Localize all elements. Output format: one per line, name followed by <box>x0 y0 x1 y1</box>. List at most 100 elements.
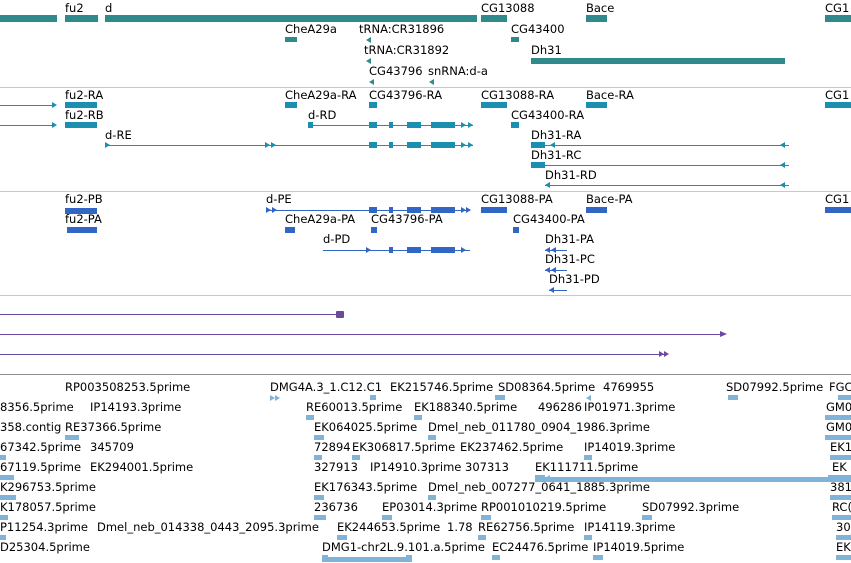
est-bar[interactable] <box>337 535 347 540</box>
est-label[interactable]: D25304.5prime <box>0 540 90 554</box>
est-bar[interactable] <box>306 415 314 420</box>
est-bar[interactable] <box>0 535 6 540</box>
est-bar[interactable] <box>830 455 851 460</box>
est-bar[interactable] <box>481 515 491 520</box>
protein-chea29a-pa[interactable] <box>285 227 295 233</box>
est-arrow[interactable] <box>270 395 275 401</box>
est-label[interactable]: EK244653.5prime <box>337 520 441 534</box>
est-bar[interactable] <box>832 515 851 520</box>
est-bar[interactable] <box>314 495 324 500</box>
transcript-label-dh31-rc[interactable]: Dh31-RC <box>531 148 582 162</box>
est-label[interactable]: SD07992.3prime <box>642 500 740 514</box>
est-label[interactable]: EK064025.5prime <box>314 420 418 434</box>
est-bar[interactable] <box>825 415 851 420</box>
est-bar[interactable] <box>593 555 603 560</box>
gene-label-trna-cr31892[interactable]: tRNA:CR31892 <box>364 43 450 57</box>
est-label[interactable]: SD08364.5prime <box>498 380 596 394</box>
est-bar[interactable] <box>836 535 851 540</box>
alignment-line[interactable] <box>0 354 667 355</box>
est-label[interactable]: Dmel_neb_011780_0904_1986.3prime <box>428 420 650 434</box>
transcript-chea29a-ra[interactable] <box>285 102 297 108</box>
est-label[interactable]: RP003508253.5prime <box>65 380 191 394</box>
protein-label-d-pe[interactable]: d-PE <box>266 192 292 206</box>
protein-label-cg1[interactable]: CG1 <box>825 192 850 206</box>
gene-bar[interactable] <box>0 15 57 22</box>
protein-label-cg13088-pa[interactable]: CG13088-PA <box>481 192 553 206</box>
gene-bar-chea29a[interactable] <box>285 37 297 42</box>
gene-bar-cg1[interactable] <box>825 15 851 22</box>
est-bar[interactable] <box>495 395 505 400</box>
est-label[interactable]: EK176343.5prime <box>314 480 418 494</box>
est-label[interactable]: 1.78 <box>447 520 473 534</box>
transcript-cg1[interactable] <box>825 102 851 108</box>
gene-label-trna-cr31896[interactable]: tRNA:CR31896 <box>359 22 445 36</box>
protein-cg43796-pa[interactable] <box>371 227 377 233</box>
gene-bar-fu2[interactable] <box>65 15 98 22</box>
transcript-label-cg43400-ra[interactable]: CG43400-RA <box>511 108 585 122</box>
est-bar[interactable] <box>428 495 436 500</box>
est-line[interactable] <box>535 477 851 482</box>
protein-cg43400-pa[interactable] <box>513 227 519 233</box>
est-label[interactable]: 8356.5prime <box>0 400 74 414</box>
alignment-line[interactable] <box>0 334 724 335</box>
est-label[interactable]: 327913 <box>314 460 358 474</box>
gene-label-chea29a[interactable]: CheA29a <box>285 22 337 36</box>
est-bar[interactable] <box>314 515 326 520</box>
alignment-end[interactable] <box>336 311 344 318</box>
est-label[interactable]: IP14019.5prime <box>593 540 685 554</box>
gene-label-cg13088[interactable]: CG13088 <box>481 1 535 15</box>
est-label[interactable]: 4769955 <box>603 380 655 394</box>
transcript-label-d-rd[interactable]: d-RD <box>308 108 337 122</box>
gene-label-cg43796[interactable]: CG43796 <box>369 64 423 78</box>
protein-label-bace-pa[interactable]: Bace-PA <box>586 192 633 206</box>
gene-label-cg1[interactable]: CG1 <box>825 1 850 15</box>
est-label[interactable]: EK188340.5prime <box>414 400 518 414</box>
est-label[interactable]: RC( <box>832 500 851 514</box>
protein-label-dh31-pa[interactable]: Dh31-PA <box>545 232 594 246</box>
est-bar[interactable] <box>828 475 851 480</box>
est-label[interactable]: 30 <box>836 520 851 534</box>
transcript-cg43796-ra[interactable] <box>369 102 377 108</box>
protein-fu2-pb[interactable] <box>65 208 97 214</box>
est-bar[interactable] <box>535 475 545 480</box>
transcript-fu2-ra[interactable] <box>65 102 97 108</box>
est-bar[interactable] <box>642 515 652 520</box>
transcript-label-fu2-ra[interactable]: fu2-RA <box>65 88 104 102</box>
protein-bace-pa[interactable] <box>586 207 607 213</box>
est-label[interactable]: IP14019.3prime <box>584 440 676 454</box>
alignment-line[interactable] <box>0 314 340 315</box>
est-bar[interactable] <box>838 395 851 400</box>
gene-bar-cg13088[interactable] <box>481 15 507 22</box>
est-bar[interactable] <box>314 435 324 440</box>
est-bar[interactable] <box>492 555 500 560</box>
est-bar[interactable] <box>478 535 486 540</box>
transcript-label-cg1[interactable]: CG1 <box>825 88 850 102</box>
est-label[interactable]: 67119.5prime <box>0 460 82 474</box>
est-label[interactable]: RE37366.5prime <box>65 420 162 434</box>
protein-label-cg43400-pa[interactable]: CG43400-PA <box>513 212 585 226</box>
est-label[interactable]: GM0 <box>826 400 851 414</box>
est-bar[interactable] <box>428 435 436 440</box>
est-bar[interactable] <box>0 495 16 500</box>
est-label[interactable]: DMG1-chr2L.9.101.a.5prime <box>322 540 485 554</box>
transcript-label-d-re[interactable]: d-RE <box>105 128 132 142</box>
est-label[interactable]: EC24476.5prime <box>492 540 589 554</box>
est-bar[interactable] <box>352 455 360 460</box>
transcript-cg13088-ra[interactable] <box>481 102 507 108</box>
protein-label-fu2-pa[interactable]: fu2-PA <box>65 212 102 226</box>
est-label[interactable]: EK306817.5prime <box>352 440 456 454</box>
protein-label-dh31-pc[interactable]: Dh31-PC <box>545 252 595 266</box>
transcript-cg43400-ra[interactable] <box>511 122 519 128</box>
est-label[interactable]: P11254.3prime <box>0 520 88 534</box>
transcript-label-fu2-rb[interactable]: fu2-RB <box>65 108 104 122</box>
est-label[interactable]: 358.contig <box>0 420 62 434</box>
gene-label-d[interactable]: d <box>105 1 113 15</box>
transcript-label-dh31-rd[interactable]: Dh31-RD <box>545 168 597 182</box>
est-label[interactable]: SD07992.5prime <box>726 380 824 394</box>
est-label[interactable]: 381 <box>830 480 851 494</box>
protein-label-fu2-pb[interactable]: fu2-PB <box>65 192 103 206</box>
est-label[interactable]: IP01971.3prime <box>584 400 676 414</box>
gene-label-dh31[interactable]: Dh31 <box>531 43 562 57</box>
est-label[interactable]: 236736 <box>314 500 358 514</box>
